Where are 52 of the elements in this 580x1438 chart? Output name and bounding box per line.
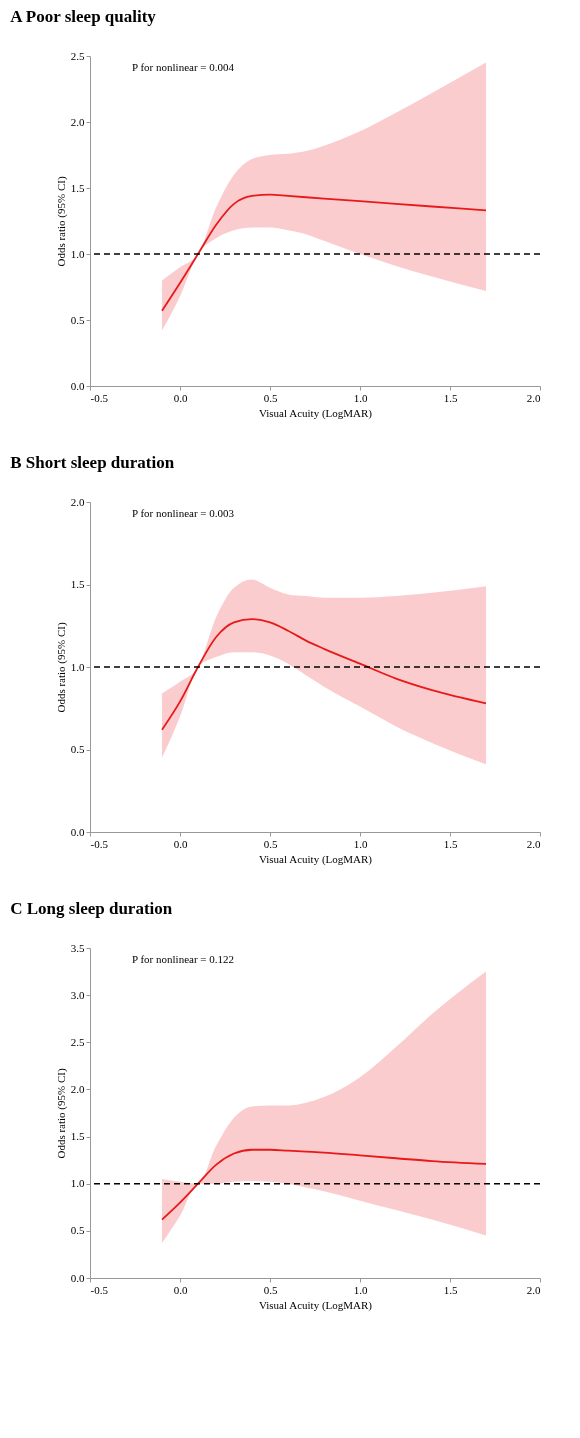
x-tick-label: 1.5 bbox=[443, 391, 458, 404]
y-tick-label: 2.0 bbox=[70, 1082, 85, 1095]
x-axis-title: Visual Acuity (LogMAR) bbox=[259, 406, 373, 420]
annotation: P for nonlinear = 0.004 bbox=[132, 61, 235, 73]
y-tick-label: 2.5 bbox=[70, 1035, 85, 1048]
x-tick-label: 1.0 bbox=[353, 837, 368, 850]
x-tick-label: 1.0 bbox=[353, 1283, 368, 1296]
y-tick-label: 2.0 bbox=[70, 495, 85, 508]
y-tick-label: 1.0 bbox=[70, 1177, 85, 1190]
y-axis-title: Odds ratio (95% CI) bbox=[54, 622, 68, 713]
x-tick-label: 1.0 bbox=[353, 391, 368, 404]
line-series bbox=[161, 1148, 487, 1221]
y-tick-label: 0.0 bbox=[70, 825, 85, 838]
y-axis-title: Odds ratio (95% CI) bbox=[54, 1068, 68, 1159]
y-tick-label: 0.5 bbox=[70, 743, 85, 755]
x-axis-title: Visual Acuity (LogMAR) bbox=[259, 852, 373, 866]
annotation: P for nonlinear = 0.003 bbox=[132, 507, 235, 519]
x-tick-label: -0.5 bbox=[90, 1283, 109, 1296]
x-tick-label: 0.5 bbox=[263, 391, 278, 404]
y-tick-label: 0.0 bbox=[70, 1271, 85, 1284]
y-tick-label: 3.0 bbox=[70, 988, 85, 1001]
x-tick-label: 2.0 bbox=[526, 1283, 541, 1296]
y-tick-label: 1.5 bbox=[70, 1130, 85, 1143]
x-tick-label: 0.0 bbox=[173, 391, 188, 404]
y-tick-label: 2.5 bbox=[70, 49, 85, 62]
x-tick-label: 0.0 bbox=[173, 837, 188, 850]
line-series bbox=[161, 193, 487, 312]
y-tick-label: 1.5 bbox=[70, 578, 85, 590]
y-tick-label: 3.5 bbox=[70, 941, 85, 954]
y-tick-label: 1.0 bbox=[70, 247, 85, 260]
chart-title: B Short sleep duration bbox=[10, 453, 175, 472]
chart-title: A Poor sleep quality bbox=[10, 7, 157, 26]
y-axis-title: Odds ratio (95% CI) bbox=[54, 176, 68, 267]
x-tick-label: 1.5 bbox=[443, 1283, 458, 1296]
x-tick-label: 0.0 bbox=[173, 1283, 188, 1296]
chart-title: C Long sleep duration bbox=[10, 899, 173, 918]
x-tick-label: 1.5 bbox=[443, 837, 458, 850]
x-tick-label: 0.5 bbox=[263, 837, 278, 850]
line-series bbox=[161, 618, 487, 731]
x-tick-label: -0.5 bbox=[90, 391, 109, 404]
x-tick-label: 0.5 bbox=[263, 1283, 278, 1296]
x-tick-label: 2.0 bbox=[526, 391, 541, 404]
y-tick-label: 0.5 bbox=[70, 313, 85, 326]
x-tick-label: -0.5 bbox=[90, 837, 109, 850]
annotation: P for nonlinear = 0.122 bbox=[132, 953, 235, 965]
x-tick-label: 2.0 bbox=[526, 837, 541, 850]
y-tick-label: 2.0 bbox=[70, 115, 85, 128]
y-tick-label: 0.0 bbox=[70, 379, 85, 392]
y-tick-label: 1.5 bbox=[70, 181, 85, 194]
y-tick-label: 0.5 bbox=[70, 1224, 85, 1237]
x-axis-title: Visual Acuity (LogMAR) bbox=[259, 1298, 373, 1312]
y-tick-label: 1.0 bbox=[70, 660, 85, 673]
